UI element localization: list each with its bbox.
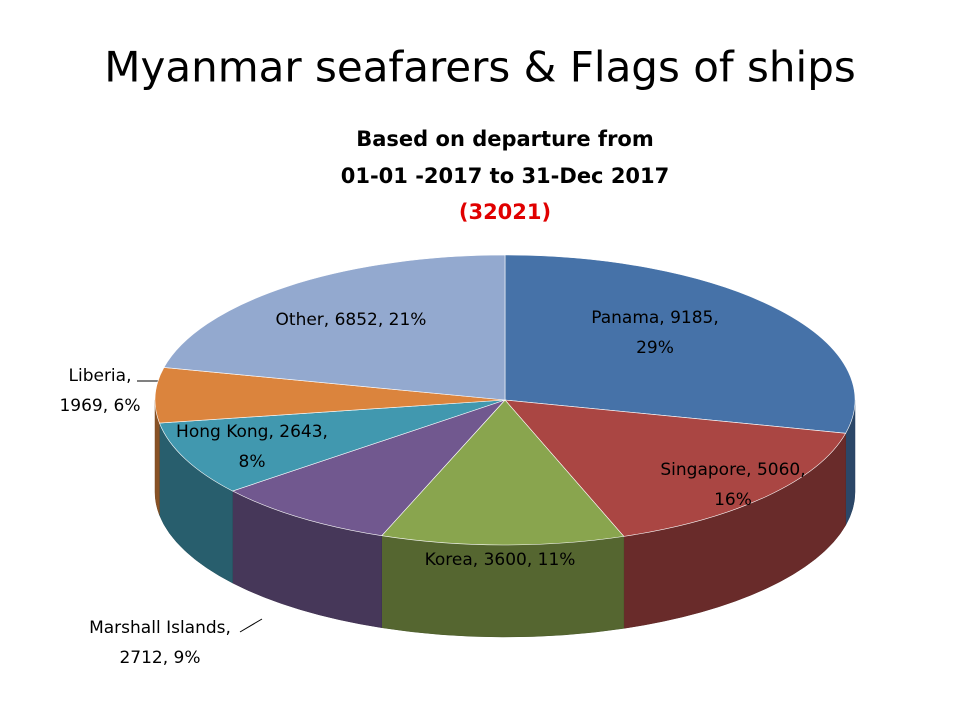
data-label: 1969, 6%: [59, 396, 140, 416]
subtitle: 01-01 -2017 to 31-Dec 2017: [341, 164, 670, 188]
data-label: 2712, 9%: [119, 648, 200, 668]
data-label: Singapore, 5060,: [660, 460, 805, 480]
slice: [163, 254, 506, 401]
subtitle: Based on departure from: [356, 127, 654, 151]
data-label: Marshall Islands,: [89, 618, 231, 638]
data-label: 29%: [636, 338, 674, 358]
slice: [504, 399, 847, 537]
leader-line: [239, 618, 263, 633]
data-label: Other, 6852, 21%: [276, 310, 427, 330]
data-label: 8%: [239, 452, 266, 472]
slice: [381, 399, 625, 546]
slice: [154, 367, 506, 424]
data-label: Hong Kong, 2643,: [176, 422, 328, 442]
slice: [231, 399, 506, 537]
data-label: Korea, 3600, 11%: [425, 550, 576, 570]
chart-title: Myanmar seafarers & Flags of ships: [104, 43, 856, 92]
total-label: (32021): [459, 200, 551, 224]
sides: [154, 399, 856, 638]
slice: [159, 399, 506, 492]
slice: [504, 254, 856, 434]
data-label: Liberia,: [69, 366, 132, 386]
data-label: 16%: [714, 490, 752, 510]
data-label: Panama, 9185,: [591, 308, 719, 328]
tops: [154, 254, 856, 546]
